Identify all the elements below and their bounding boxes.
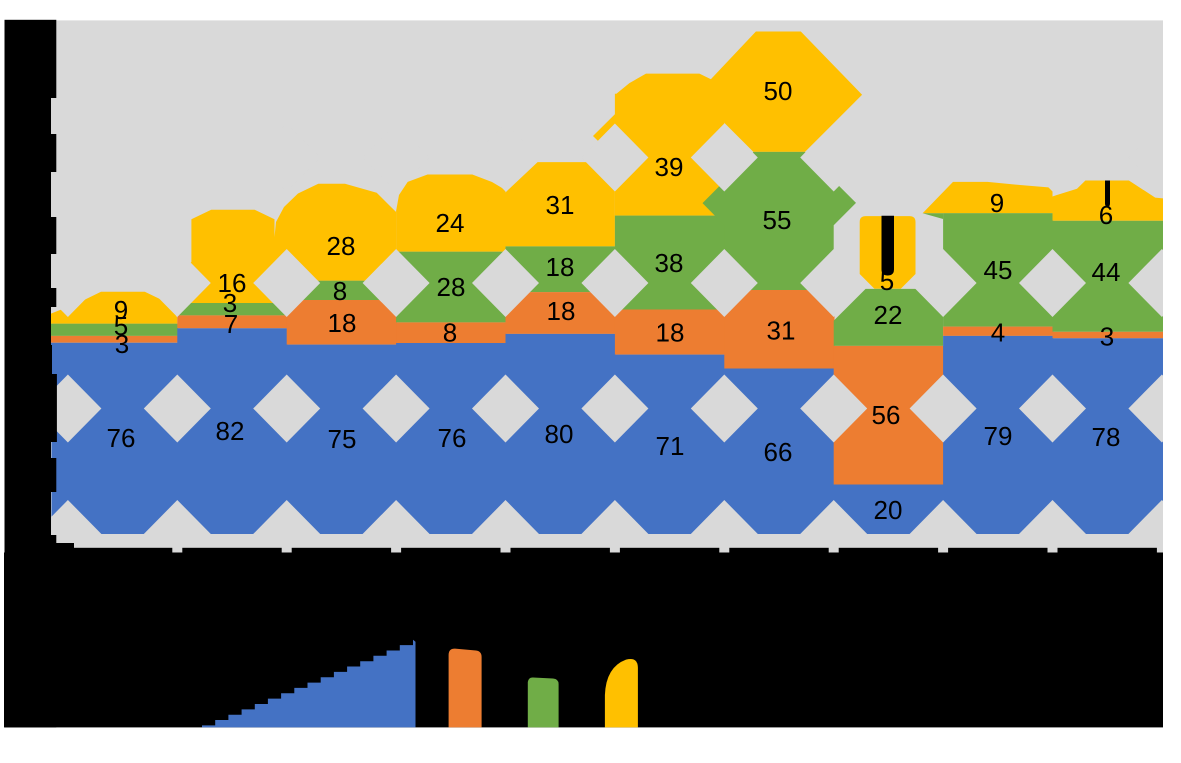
svg-text:78: 78 [1092, 422, 1121, 452]
svg-text:5: 5 [880, 266, 894, 296]
svg-text:44: 44 [1092, 257, 1121, 287]
svg-text:9: 9 [990, 188, 1004, 218]
svg-text:79: 79 [984, 421, 1013, 451]
svg-text:18: 18 [547, 296, 576, 326]
svg-text:18: 18 [328, 308, 357, 338]
svg-text:55: 55 [763, 205, 792, 235]
svg-text:80: 80 [545, 419, 574, 449]
svg-text:6: 6 [1099, 200, 1113, 230]
svg-text:31: 31 [767, 316, 796, 346]
svg-text:3: 3 [115, 329, 129, 359]
svg-text:76: 76 [438, 423, 467, 453]
svg-text:50: 50 [764, 76, 793, 106]
svg-text:18: 18 [546, 252, 575, 282]
svg-text:56: 56 [872, 400, 901, 430]
svg-text:24: 24 [436, 208, 465, 238]
svg-text:75: 75 [328, 424, 357, 454]
svg-text:20: 20 [874, 495, 903, 525]
svg-text:4: 4 [991, 318, 1005, 348]
svg-text:7: 7 [224, 309, 238, 339]
svg-text:28: 28 [437, 272, 466, 302]
svg-text:76: 76 [107, 423, 136, 453]
svg-text:38: 38 [655, 248, 684, 278]
svg-text:82: 82 [216, 416, 245, 446]
svg-text:22: 22 [874, 300, 903, 330]
svg-text:66: 66 [764, 437, 793, 467]
svg-text:39: 39 [655, 152, 684, 182]
svg-text:8: 8 [443, 318, 457, 348]
svg-text:3: 3 [1100, 322, 1114, 352]
svg-text:31: 31 [546, 190, 575, 220]
svg-text:18: 18 [656, 318, 685, 348]
svg-text:28: 28 [327, 231, 356, 261]
svg-text:71: 71 [656, 431, 685, 461]
svg-text:45: 45 [984, 255, 1013, 285]
svg-text:8: 8 [333, 276, 347, 306]
